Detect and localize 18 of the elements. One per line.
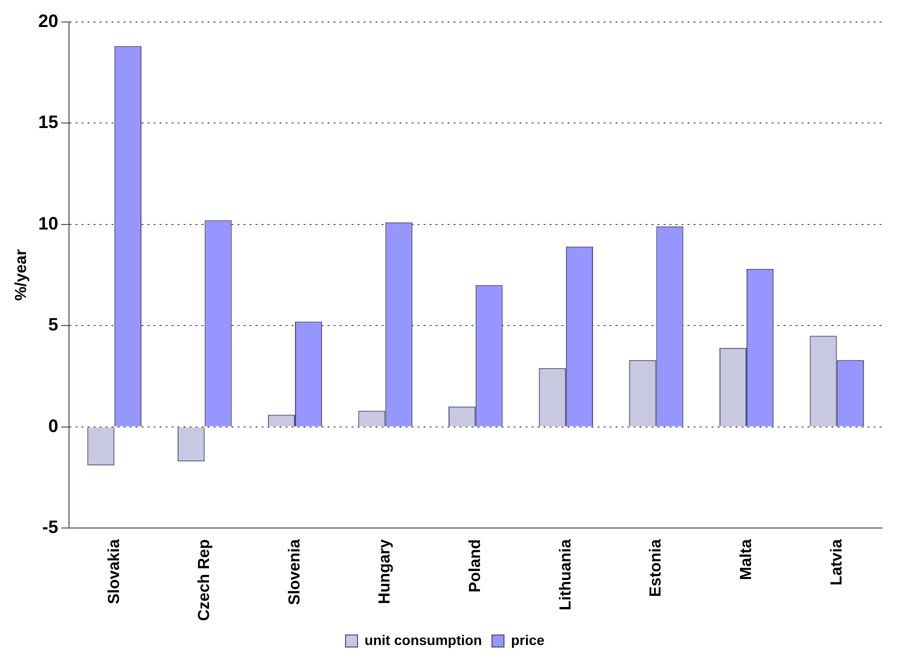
y-tick-label: 10 <box>38 213 58 234</box>
x-tick-label: Hungary <box>376 539 394 604</box>
legend-label: price <box>510 632 545 648</box>
x-tick-label: Lithuania <box>557 539 574 610</box>
x-tick-label: Estonia <box>648 539 665 597</box>
x-tick-label: Slovakia <box>106 539 123 604</box>
x-tick-label: Poland <box>467 539 484 593</box>
x-tick-label: Malta <box>738 539 755 580</box>
y-axis-title: %/year <box>13 249 30 301</box>
y-tick-label: 5 <box>48 314 58 335</box>
legend-label: unit consumption <box>364 632 482 648</box>
y-tick-label: 15 <box>38 112 58 132</box>
x-tick-label: Slovenia <box>286 539 304 606</box>
y-tick-label: 0 <box>48 416 58 436</box>
y-tick-label: -5 <box>42 517 58 538</box>
x-tick-label: Czech Rep <box>196 538 214 621</box>
y-tick-label: 20 <box>38 10 58 31</box>
x-tick-label: Latvia <box>828 539 846 586</box>
